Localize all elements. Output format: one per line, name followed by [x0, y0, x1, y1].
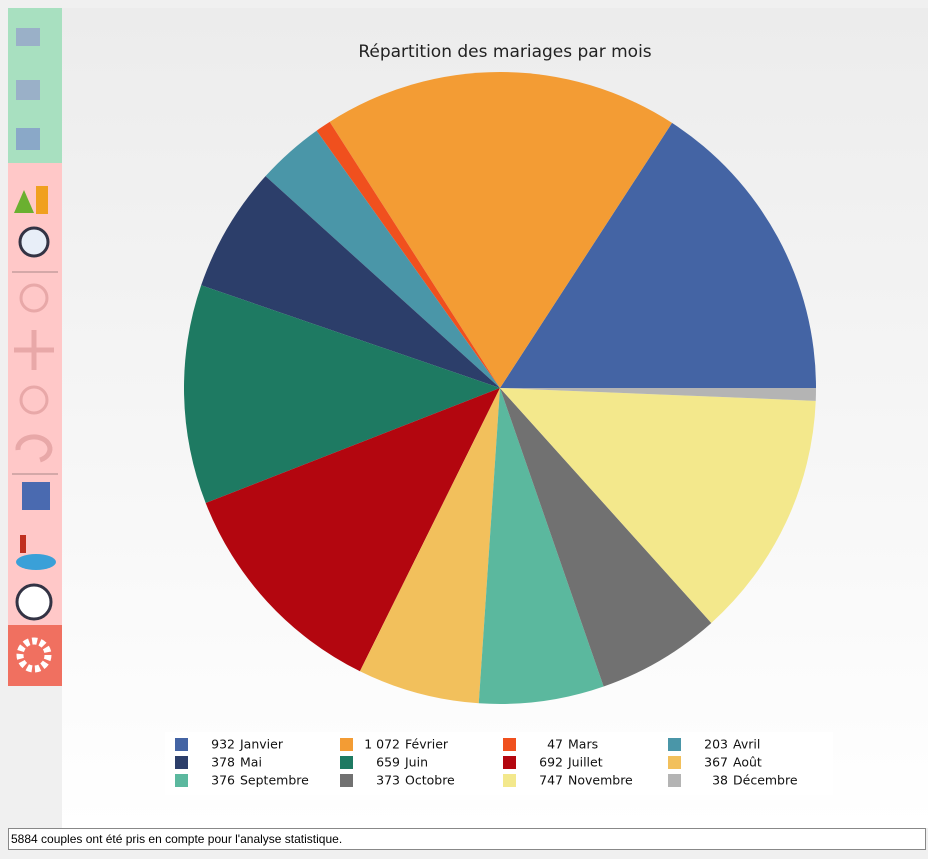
toolbar-group	[8, 625, 62, 686]
legend-swatch	[340, 774, 353, 787]
legend-label: Mai	[240, 755, 262, 770]
legend-value: 373	[376, 773, 400, 788]
pie-slice	[265, 130, 500, 388]
legend-value: 47	[547, 737, 563, 752]
pan-icon	[14, 330, 54, 370]
legend-value: 367	[704, 755, 728, 770]
legend-value: 203	[704, 737, 728, 752]
chart-title: Répartition des mariages par mois	[358, 42, 651, 62]
chart-type-icon[interactable]	[14, 190, 34, 213]
legend-label: Avril	[733, 737, 760, 752]
legend-label: Septembre	[240, 773, 309, 788]
legend-value: 38	[712, 773, 728, 788]
legend-label: Novembre	[568, 773, 633, 788]
zoom-fit-icon	[19, 283, 49, 313]
pie-slice	[183, 285, 500, 504]
pie-slice	[316, 121, 500, 388]
chart-type-icon-part	[36, 186, 48, 214]
legend-swatch	[340, 756, 353, 769]
pie-slice	[500, 388, 712, 687]
legend-swatch	[668, 756, 681, 769]
legend-swatch	[340, 738, 353, 751]
legend-label: Octobre	[405, 773, 455, 788]
legend-swatch	[175, 738, 188, 751]
legend-swatch	[503, 774, 516, 787]
legend-label: Janvier	[239, 737, 284, 752]
pie-slice	[500, 388, 816, 401]
rotate-icon	[15, 434, 53, 463]
legend	[165, 732, 833, 795]
legend-swatch	[503, 738, 516, 751]
legend-swatch	[175, 756, 188, 769]
print-preview-icon[interactable]	[16, 80, 40, 100]
pie-slice	[201, 176, 500, 388]
pie-slice	[500, 388, 816, 623]
legend-value: 378	[211, 755, 235, 770]
save-icon[interactable]	[22, 482, 50, 510]
legend-value: 932	[211, 737, 235, 752]
legend-label: Juin	[404, 755, 428, 770]
toolbar	[8, 8, 62, 686]
settings-icon[interactable]	[16, 637, 52, 673]
legend-icon-part	[16, 554, 56, 570]
legend-swatch	[503, 756, 516, 769]
pie-slice	[205, 388, 500, 672]
legend-label: Mars	[568, 737, 598, 752]
legend-label: Décembre	[733, 773, 798, 788]
legend-label: Février	[405, 737, 449, 752]
print-icon[interactable]	[16, 128, 40, 150]
legend-value: 747	[539, 773, 563, 788]
pie-slice	[329, 71, 673, 388]
chart: Répartition des mariages par mois 932 Jan…	[8, 8, 928, 828]
legend-swatch	[175, 774, 188, 787]
legend-value: 692	[539, 755, 563, 770]
legend-swatch	[668, 738, 681, 751]
pie-slice	[478, 388, 604, 704]
zoom-area-icon	[19, 385, 49, 415]
pie-slice	[359, 388, 500, 704]
legend-swatch	[668, 774, 681, 787]
pie-slice	[500, 122, 816, 389]
legend-value: 1 072	[364, 737, 400, 752]
legend-entries: 932 Janvier 1 072 Février 47 Mars 203 Avril 378 M…	[175, 737, 798, 788]
legend-label: Août	[733, 755, 762, 770]
legend-icon[interactable]	[20, 535, 26, 553]
legend-value: 376	[211, 773, 235, 788]
status-bar: 5884 couples ont été pris en compte pour…	[8, 828, 926, 850]
grid-icon[interactable]	[15, 583, 53, 621]
legend-label: Juillet	[567, 755, 603, 770]
pie	[183, 71, 816, 704]
print-settings-icon[interactable]	[16, 28, 40, 46]
zoom-one-icon[interactable]	[18, 226, 50, 258]
legend-value: 659	[376, 755, 400, 770]
